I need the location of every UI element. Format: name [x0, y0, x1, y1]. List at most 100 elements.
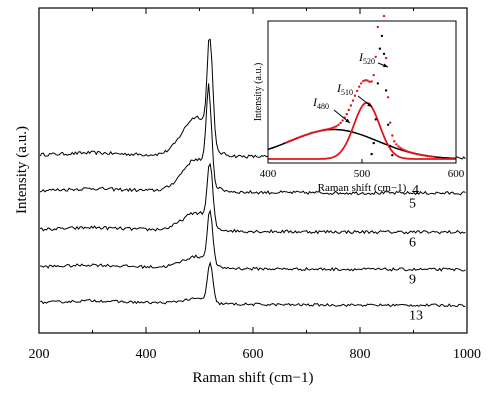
inset-dot-sum [337, 123, 340, 127]
inset-dot-sum [345, 112, 348, 116]
inset-dot-I520 [389, 144, 392, 148]
inset-dot-sum [331, 126, 334, 130]
spectrum-label-5: 5 [409, 196, 416, 211]
inset-dot-sum [382, 14, 386, 18]
main-x-tick-label: 600 [243, 347, 264, 362]
inset-dot-sum [376, 25, 379, 29]
inset-dot-sum [300, 135, 303, 138]
inset-dot-sum [302, 134, 305, 137]
inset-dot-sum [291, 138, 295, 142]
inset-dot-sum [355, 89, 359, 93]
inset-dot-sum [389, 121, 392, 124]
inset-dot-sum [285, 141, 288, 144]
inset-dot-sum [360, 82, 363, 85]
inset-dot-sum [298, 136, 301, 139]
inset-dot-sum [424, 154, 427, 157]
inset-label-i520: I520 [358, 50, 375, 66]
spectrum-line-6 [39, 162, 466, 235]
inset-dot-sum [324, 128, 328, 131]
inset-dot-sum [374, 55, 377, 59]
inset-arrowhead [345, 118, 350, 123]
inset-dot-sum [399, 146, 402, 150]
spectrum-label-9: 9 [409, 273, 416, 288]
inset-dot-sum [308, 132, 311, 135]
inset-dot-sum [322, 128, 326, 132]
main-y-axis-title: Intensity (a.u.) [14, 126, 30, 214]
inset-dot-sum [407, 150, 410, 154]
inset-dot-sum [397, 145, 400, 148]
spectrum-label-13: 13 [409, 308, 423, 323]
inset-dot-sum [401, 148, 404, 151]
inset-dot-sum [306, 133, 309, 136]
inset-dot-I520 [372, 141, 375, 145]
main-series-labels: 45 6 9 13 [409, 183, 423, 323]
inset-dot-sum [395, 143, 398, 146]
inset-dot-I520 [378, 47, 382, 50]
spectrum-label-6: 6 [409, 235, 416, 250]
inset-dot-sum [411, 151, 415, 155]
spectrum-line-5 [39, 83, 466, 196]
inset-dot-sum [420, 153, 423, 157]
inset-dot-sum [295, 137, 299, 140]
inset-dot-sum [384, 56, 388, 60]
inset-background [268, 21, 456, 163]
inset-dot-I520 [386, 123, 390, 127]
inset-dot-sum [318, 129, 322, 133]
inset-dot-sum [358, 85, 361, 88]
inset-curve-I510 [268, 101, 456, 160]
inset-dot-sum [339, 121, 342, 125]
inset-x-axis: 400 500 600 [260, 159, 465, 180]
inset-label-i480: I480 [312, 95, 329, 111]
inset-annotations: I480 I510 I520 [312, 50, 389, 124]
inset-dot-I520 [380, 34, 384, 38]
inset-dot-I520 [382, 52, 386, 56]
inset-dot-sum [372, 73, 375, 77]
inset-y-axis-title: Intensity (a.u.) [253, 63, 264, 122]
main-x-tick-label: 1000 [453, 347, 481, 362]
inset-dot-sum [287, 140, 291, 143]
inset-dot-sum [347, 108, 350, 112]
inset-dot-sum [432, 155, 435, 158]
inset-dot-sum [316, 130, 319, 133]
inset-dot-sum [386, 96, 390, 99]
inset-dot-sum [327, 128, 330, 131]
inset-dot-sum [391, 134, 394, 137]
inset-dot-sum [333, 126, 336, 129]
inset-dot-sum [349, 104, 353, 107]
inset-arrowhead [383, 63, 388, 68]
inset-dot-sum [362, 79, 365, 83]
inset-dot-I520 [391, 154, 394, 157]
inset-dot-sum [335, 125, 338, 128]
inset-x-tick-label: 600 [448, 168, 465, 180]
inset-x-tick-label: 400 [260, 168, 277, 180]
inset-dot-sum [366, 79, 369, 82]
inset-dot-I520 [376, 82, 379, 85]
inset-x-tick-label: 500 [354, 168, 371, 180]
inset-arrowhead [367, 102, 372, 107]
inset-dot-sum [409, 151, 413, 154]
inset-dot-I520 [374, 118, 377, 121]
inset-x-axis-title: Raman shift (cm−1) [318, 182, 407, 194]
spectrum-label-4: 4 [412, 183, 419, 198]
inset-dot-sum [364, 79, 367, 82]
spectrum-line-13 [40, 261, 466, 308]
inset-dot-sum [304, 133, 307, 137]
inset-dot-sum [413, 152, 417, 155]
inset-dot-sum [314, 130, 317, 134]
inset-components [267, 14, 456, 160]
inset-dot-sum [418, 153, 421, 156]
main-x-tick-label: 200 [29, 347, 50, 362]
inset-dot-sum [430, 155, 433, 158]
inset-dot-sum [368, 80, 371, 84]
inset-dot-I520 [370, 152, 373, 156]
main-x-axis-title: Raman shift (cm−1) [193, 370, 314, 386]
inset-dot-sum [370, 80, 373, 83]
inset-dot-sum [353, 94, 357, 97]
inset-dot-sum [422, 154, 425, 157]
inset-dot-sum [289, 139, 293, 142]
inset-label-i510: I510 [336, 81, 353, 97]
inset-dot-sum [415, 152, 419, 156]
inset-dot-sum [320, 129, 324, 132]
main-x-tick-label: 800 [350, 347, 371, 362]
